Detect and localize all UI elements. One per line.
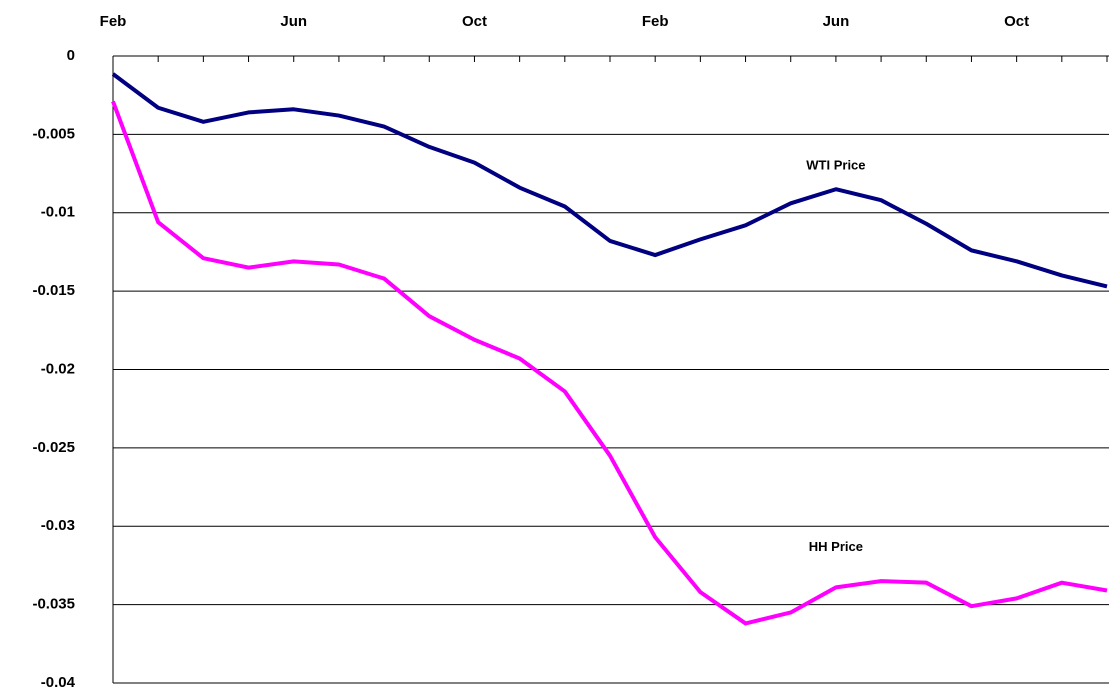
series-line bbox=[111, 72, 1108, 289]
series-label: HH Price bbox=[809, 539, 863, 554]
y-tick-label: -0.02 bbox=[41, 360, 75, 377]
y-tick-label: -0.015 bbox=[32, 282, 75, 299]
x-tick-label: Feb bbox=[100, 13, 127, 30]
series-label: WTI Price bbox=[806, 158, 865, 173]
x-tick-label: Jun bbox=[823, 13, 850, 30]
x-tick-label: Oct bbox=[1004, 13, 1029, 30]
x-tick-label: Jun bbox=[280, 13, 307, 30]
y-tick-label: -0.035 bbox=[32, 596, 75, 613]
y-tick-label: -0.005 bbox=[32, 125, 75, 142]
x-tick-label: Oct bbox=[462, 13, 487, 30]
y-tick-label: 0 bbox=[67, 47, 75, 64]
series-line bbox=[111, 100, 1108, 626]
y-tick-label: -0.025 bbox=[32, 439, 75, 456]
y-tick-label: -0.04 bbox=[41, 674, 76, 691]
x-tick-label: Feb bbox=[642, 13, 669, 30]
y-tick-label: -0.01 bbox=[41, 204, 75, 221]
y-tick-label: -0.03 bbox=[41, 517, 75, 534]
